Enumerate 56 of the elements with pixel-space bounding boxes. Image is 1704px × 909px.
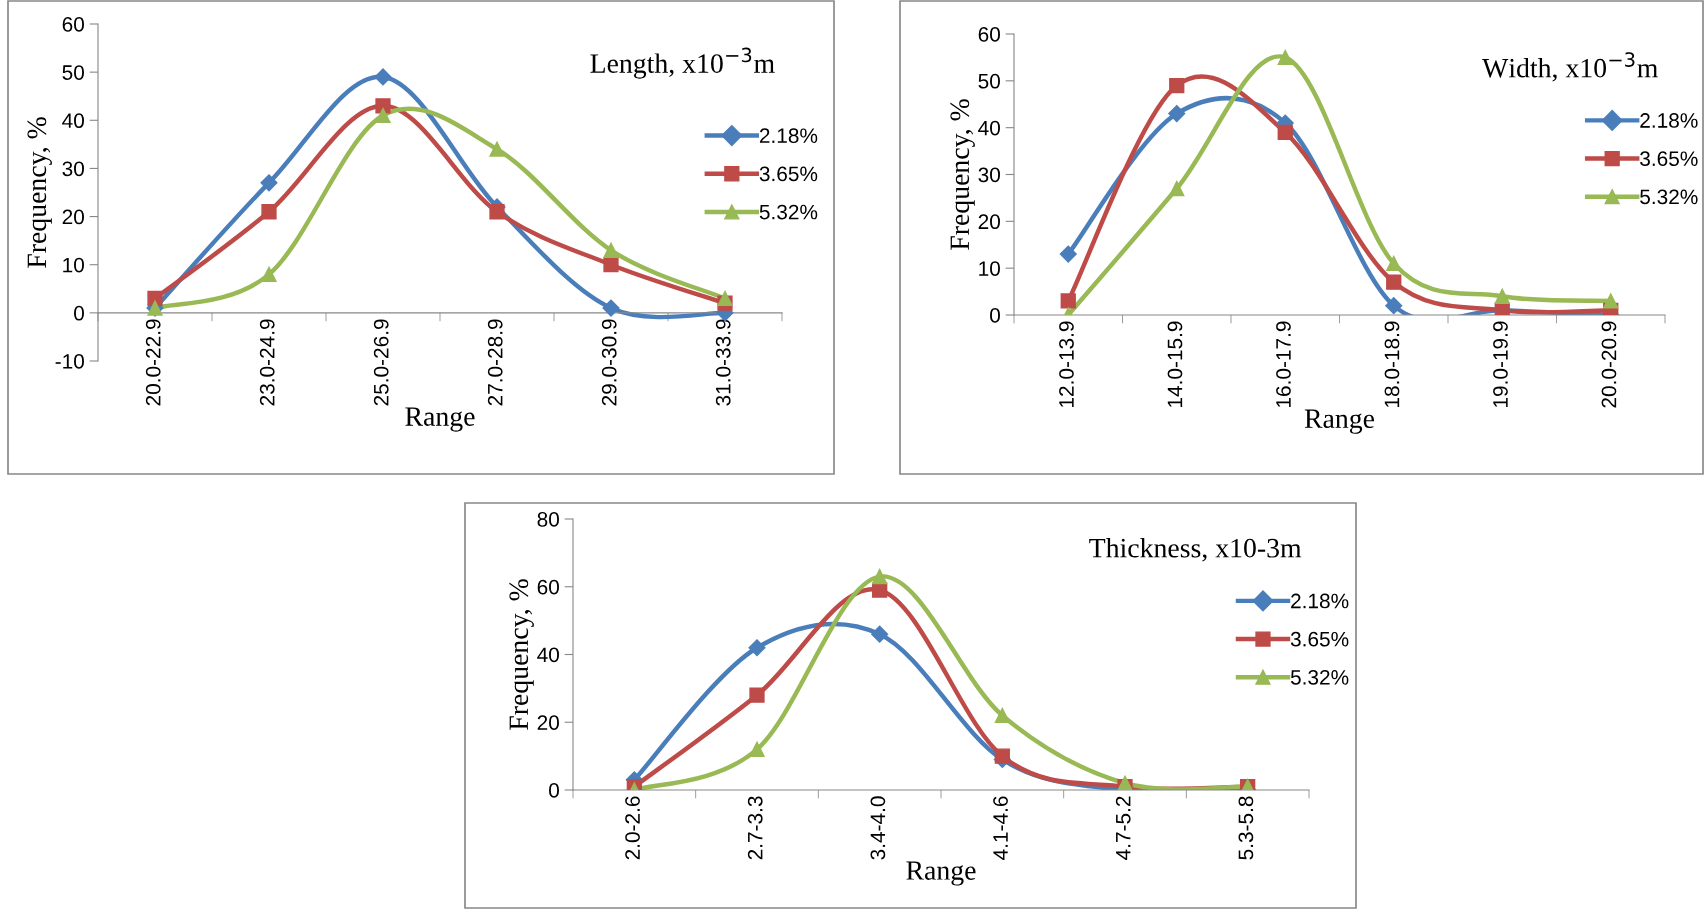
y-tick-label: 30: [62, 161, 84, 177]
y-tick-label: 60: [978, 27, 1000, 42]
x-tick-label: 4.7-5.2: [1115, 796, 1131, 860]
y-tick-label: 50: [978, 73, 1000, 89]
y-tick-label: 10: [63, 257, 84, 273]
x-tick-label: 29.0-30.9: [601, 319, 617, 406]
text: Width, x10$^{−3}$m: [1482, 52, 1658, 82]
x-axis-title: Range: [405, 407, 475, 432]
x-axis-title: Range: [1304, 409, 1375, 434]
x-tick-label: 20.0-22.9: [145, 319, 161, 406]
x-tick-label: 3.4-4.0: [870, 796, 886, 860]
x-tick-label: 5.3-5.8: [1238, 796, 1254, 860]
y-axis-title: Frequency, %: [509, 579, 534, 730]
x-tick-label: 27.0-28.9: [487, 319, 503, 406]
y-tick-label: 30: [978, 167, 1000, 183]
legend-label: 3.65%: [1640, 151, 1698, 167]
legend-label: 2.18%: [1291, 593, 1349, 609]
y-tick-label: 40: [978, 120, 1000, 136]
x-tick-label: 18.0-18.9: [1384, 321, 1400, 407]
x-tick-label: 14.0-15.9: [1167, 321, 1183, 407]
x-tick-label: 23.0-24.9: [259, 319, 275, 406]
legend-label: 2.18%: [1640, 113, 1698, 128]
y-tick-label: 0: [990, 308, 1000, 323]
y-tick-label: 40: [62, 113, 84, 129]
y-tick-label: 40: [537, 647, 559, 663]
legend-label: 5.32%: [759, 204, 818, 220]
y-tick-label: 60: [62, 17, 84, 32]
legend-label: 5.32%: [1640, 189, 1698, 205]
y-tick-label: 60: [537, 579, 559, 595]
x-tick-label: 31.0-33.9: [715, 319, 731, 406]
x-tick-label: 25.0-26.9: [373, 319, 389, 406]
y-axis-title: Frequency, %: [27, 117, 52, 268]
text: Thickness, x10-3m: [1089, 537, 1302, 562]
y-tick-label: 0: [74, 305, 84, 321]
x-tick-label: 16.0-17.9: [1276, 321, 1291, 407]
x-tick-label: 20.0-20.9: [1601, 321, 1617, 408]
y-tick-label: 80: [537, 512, 559, 527]
y-tick-label: -10: [55, 354, 84, 369]
y-tick-label: 20: [978, 214, 1000, 230]
x-tick-label: 2.7-3.3: [747, 796, 763, 860]
x-axis-title: Range: [906, 861, 976, 886]
y-tick-label: 20: [62, 209, 84, 225]
y-tick-label: 50: [62, 65, 84, 80]
legend-label: 3.65%: [1290, 631, 1349, 647]
x-tick-label: 19.0-19.9: [1493, 321, 1508, 407]
legend-label: 3.65%: [759, 166, 818, 182]
text: Length, x10$^{−3}$m: [590, 47, 775, 79]
y-tick-label: 10: [979, 261, 1000, 276]
x-tick-label: 2.0-2.6: [625, 796, 640, 860]
y-axis-title: Frequency, %: [950, 99, 975, 250]
y-tick-label: 20: [537, 715, 559, 730]
y-tick-label: 0: [549, 783, 559, 798]
legend-label: 5.32%: [1290, 669, 1349, 685]
x-tick-label: 12.0-13.9: [1059, 321, 1074, 407]
x-tick-label: 4.1-4.6: [993, 796, 1008, 860]
legend-label: 2.18%: [759, 128, 818, 144]
